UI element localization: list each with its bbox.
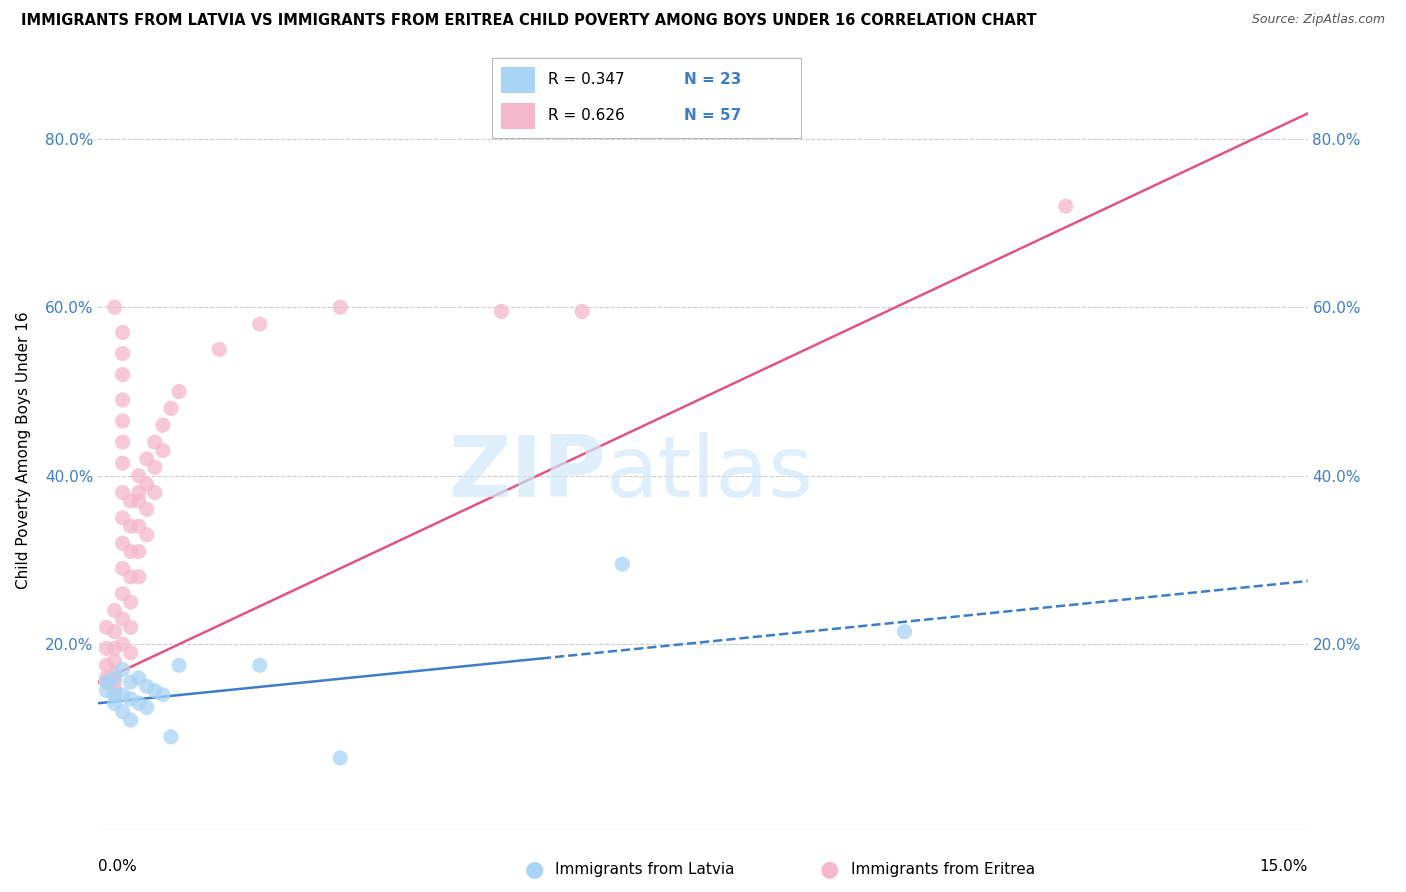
Point — [128, 468, 150, 483]
Point — [111, 688, 134, 702]
Point — [135, 477, 157, 491]
Text: 15.0%: 15.0% — [1260, 859, 1308, 874]
Point — [143, 485, 166, 500]
Point — [111, 368, 134, 382]
Point — [143, 435, 166, 450]
Point — [111, 612, 134, 626]
Point — [128, 485, 150, 500]
Point — [120, 620, 142, 634]
Point — [143, 683, 166, 698]
Point — [120, 692, 142, 706]
Point — [249, 317, 271, 331]
Point — [893, 624, 915, 639]
Text: IMMIGRANTS FROM LATVIA VS IMMIGRANTS FROM ERITREA CHILD POVERTY AMONG BOYS UNDER: IMMIGRANTS FROM LATVIA VS IMMIGRANTS FRO… — [21, 13, 1036, 29]
Point — [103, 683, 125, 698]
Text: N = 57: N = 57 — [683, 108, 741, 123]
Point — [329, 751, 352, 765]
Point — [111, 587, 134, 601]
Text: R = 0.347: R = 0.347 — [548, 72, 624, 87]
Point — [103, 675, 125, 690]
Point — [128, 570, 150, 584]
Point — [135, 700, 157, 714]
Point — [103, 671, 125, 685]
Point — [120, 675, 142, 690]
Point — [111, 561, 134, 575]
Point — [111, 637, 134, 651]
Point — [96, 675, 118, 690]
Point — [103, 666, 125, 681]
Point — [152, 688, 174, 702]
Point — [103, 603, 125, 617]
Point — [103, 300, 125, 314]
Point — [120, 544, 142, 558]
Point — [120, 713, 142, 727]
Point — [1054, 199, 1077, 213]
Point — [111, 536, 134, 550]
Point — [167, 658, 190, 673]
Point — [111, 511, 134, 525]
Point — [135, 679, 157, 693]
FancyBboxPatch shape — [502, 67, 536, 93]
Point — [120, 494, 142, 508]
Point — [111, 346, 134, 360]
Point — [111, 456, 134, 470]
Point — [96, 658, 118, 673]
Point — [152, 443, 174, 458]
Point — [111, 663, 134, 677]
Point — [103, 696, 125, 710]
Text: atlas: atlas — [606, 432, 814, 515]
Point — [120, 595, 142, 609]
Text: N = 23: N = 23 — [683, 72, 741, 87]
Point — [167, 384, 190, 399]
Point — [111, 705, 134, 719]
FancyBboxPatch shape — [502, 103, 536, 128]
Point — [128, 494, 150, 508]
Point — [103, 688, 125, 702]
Point — [491, 304, 513, 318]
Text: ●: ● — [820, 860, 839, 880]
Point — [111, 485, 134, 500]
Point — [128, 519, 150, 533]
Point — [103, 624, 125, 639]
Text: Source: ZipAtlas.com: Source: ZipAtlas.com — [1251, 13, 1385, 27]
Point — [152, 418, 174, 433]
Point — [128, 671, 150, 685]
Point — [120, 519, 142, 533]
Text: 0.0%: 0.0% — [98, 859, 138, 874]
Point — [96, 683, 118, 698]
Point — [111, 414, 134, 428]
Point — [96, 671, 118, 685]
Point — [249, 658, 271, 673]
Point — [111, 326, 134, 340]
Text: R = 0.626: R = 0.626 — [548, 108, 624, 123]
Point — [128, 544, 150, 558]
Point — [571, 304, 593, 318]
Point — [96, 620, 118, 634]
Point — [120, 570, 142, 584]
Point — [135, 502, 157, 516]
Point — [160, 730, 183, 744]
Text: Immigrants from Eritrea: Immigrants from Eritrea — [851, 863, 1035, 877]
Point — [329, 300, 352, 314]
Text: Immigrants from Latvia: Immigrants from Latvia — [555, 863, 735, 877]
Point — [111, 392, 134, 407]
Point — [143, 460, 166, 475]
Point — [103, 641, 125, 656]
Text: ●: ● — [524, 860, 544, 880]
Point — [103, 654, 125, 668]
Point — [160, 401, 183, 416]
Point — [96, 641, 118, 656]
Text: ZIP: ZIP — [449, 432, 606, 515]
Point — [96, 675, 118, 690]
Point — [612, 557, 634, 572]
Point — [111, 435, 134, 450]
Point — [135, 527, 157, 541]
Point — [135, 451, 157, 466]
Point — [208, 343, 231, 357]
Point — [120, 646, 142, 660]
Y-axis label: Child Poverty Among Boys Under 16: Child Poverty Among Boys Under 16 — [17, 311, 31, 590]
Point — [128, 696, 150, 710]
